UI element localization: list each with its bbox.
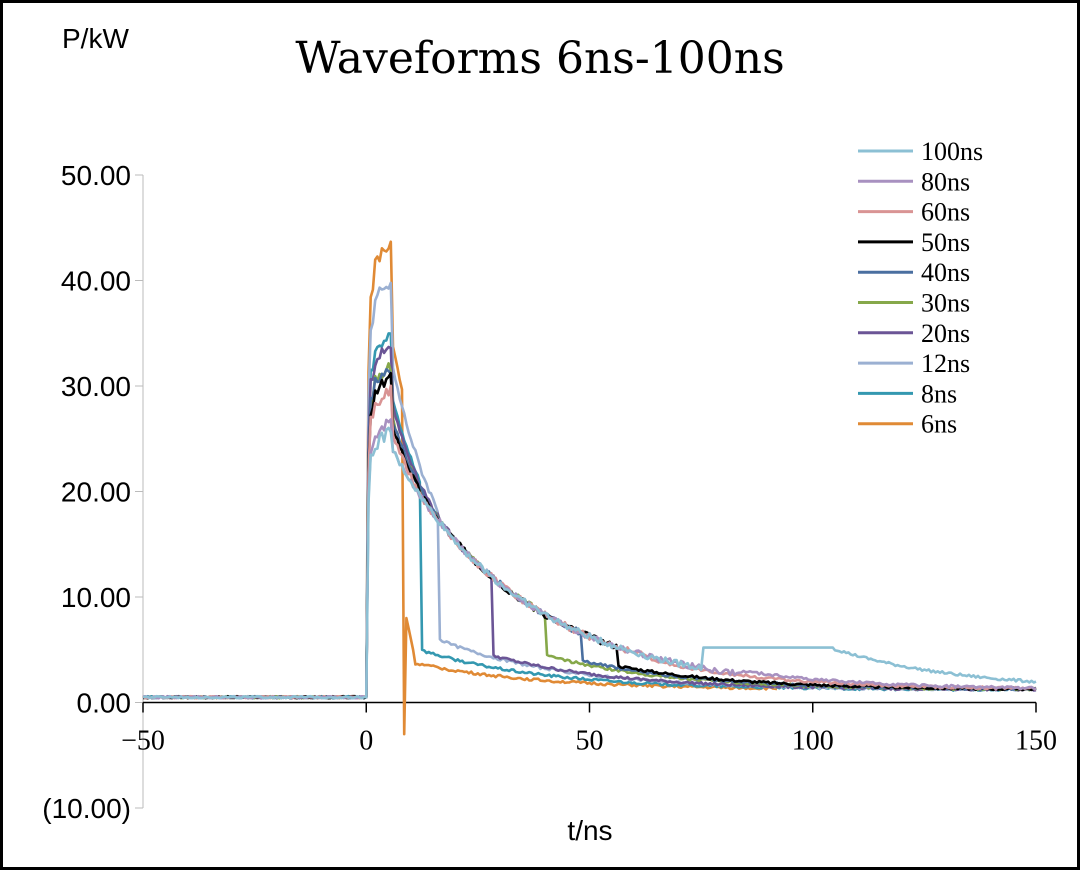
- y-tick-label: 10.00: [61, 582, 131, 613]
- x-tick-label: −50: [121, 726, 165, 757]
- chart-title: Waveforms 6ns-100ns: [295, 33, 784, 84]
- y-tick-label: 0.00: [77, 688, 132, 719]
- legend-label-30ns: 30ns: [921, 289, 970, 318]
- legend-label-8ns: 8ns: [921, 379, 957, 408]
- x-tick-label: 50: [576, 726, 604, 757]
- legend-label-20ns: 20ns: [921, 319, 970, 348]
- series-line-8ns: [142, 332, 1037, 700]
- series-line-80ns: [142, 418, 1037, 700]
- series-line-100ns: [142, 426, 1037, 700]
- plot-area: [142, 240, 1037, 736]
- axes: (10.00) 0.00 10.00 20.00 30.00 40.00 50.00 −50 0…: [42, 160, 1057, 824]
- series-line-50ns: [142, 371, 1037, 700]
- legend-label-40ns: 40ns: [921, 258, 970, 287]
- series-line-30ns: [142, 362, 1037, 700]
- y-tick-label: 30.00: [61, 371, 131, 402]
- y-axis-label: P/kW: [62, 23, 129, 54]
- x-tick-label: 100: [792, 726, 834, 757]
- legend-label-80ns: 80ns: [921, 167, 970, 196]
- legend-label-6ns: 6ns: [921, 410, 957, 439]
- y-tick-label: 50.00: [61, 160, 131, 191]
- legend-label-12ns: 12ns: [921, 349, 970, 378]
- series-line-40ns: [142, 368, 1037, 700]
- y-tick-label: 20.00: [61, 477, 131, 508]
- y-tick-label: 40.00: [61, 266, 131, 297]
- legend-label-50ns: 50ns: [921, 228, 970, 257]
- x-tick-label: 0: [359, 726, 373, 757]
- x-tick-label: 150: [1015, 726, 1057, 757]
- legend-label-100ns: 100ns: [921, 137, 983, 166]
- series-line-20ns: [142, 345, 1037, 700]
- y-tick-label: (10.00): [42, 793, 131, 824]
- legend-label-60ns: 60ns: [921, 198, 970, 227]
- series-line-60ns: [142, 384, 1037, 700]
- x-axis-label: t/ns: [567, 815, 612, 846]
